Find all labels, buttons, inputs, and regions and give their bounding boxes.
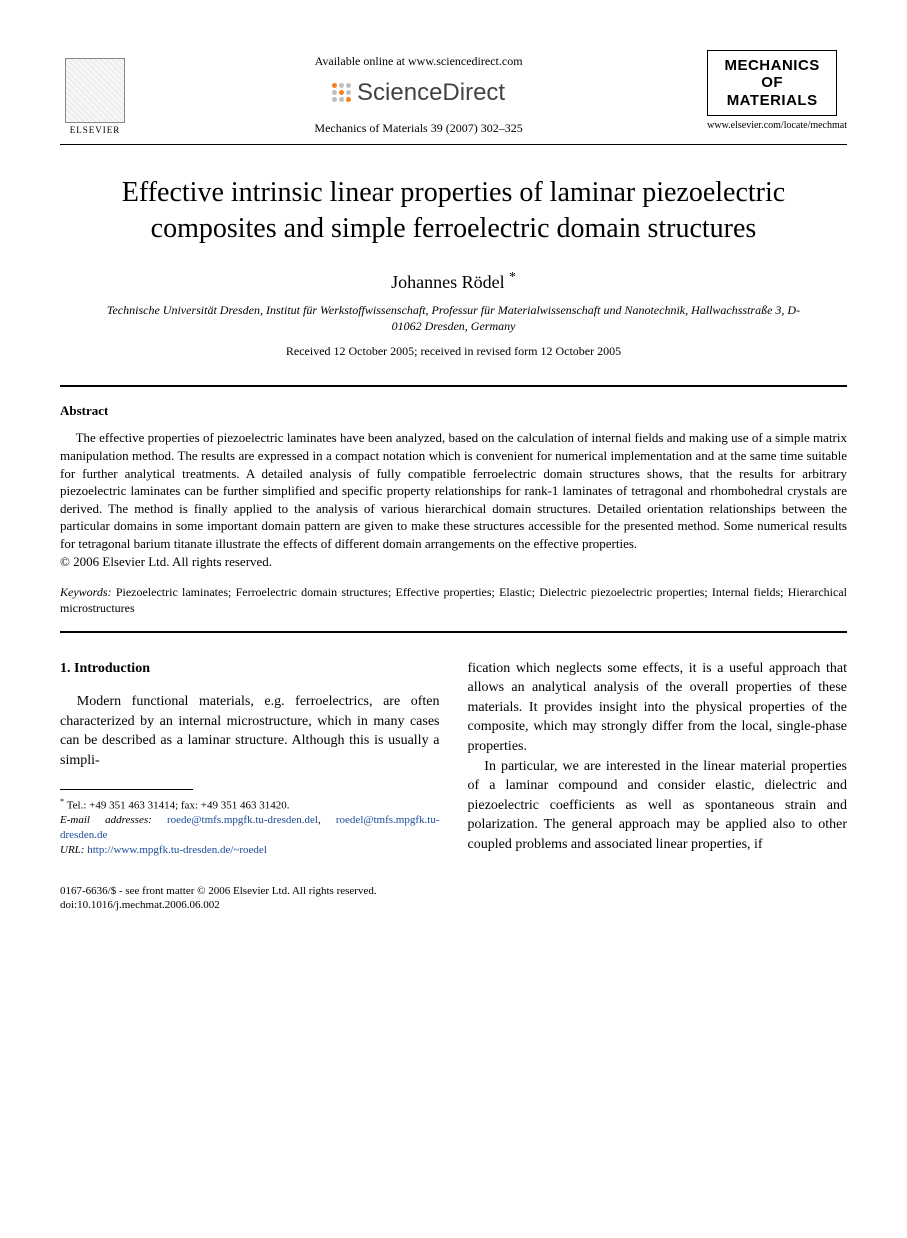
sciencedirect-logo: ScienceDirect bbox=[332, 79, 505, 107]
abstract-text: The effective properties of piezoelectri… bbox=[60, 429, 847, 552]
journal-title-line2: OF bbox=[712, 74, 832, 91]
abstract-top-rule bbox=[60, 385, 847, 387]
header-rule bbox=[60, 144, 847, 145]
author-name: Johannes Rödel bbox=[391, 272, 504, 292]
intro-para-right-1: fication which neglects some effects, it… bbox=[468, 659, 848, 757]
footnote-tel: * Tel.: +49 351 463 31414; fax: +49 351 … bbox=[60, 796, 440, 814]
available-online-text: Available online at www.sciencedirect.co… bbox=[130, 54, 707, 69]
page-footer: 0167-6636/$ - see front matter © 2006 El… bbox=[60, 884, 847, 913]
abstract-bottom-rule bbox=[60, 631, 847, 633]
author-marker: * bbox=[509, 269, 516, 284]
affiliation: Technische Universität Dresden, Institut… bbox=[100, 303, 807, 334]
article-title: Effective intrinsic linear properties of… bbox=[100, 175, 807, 248]
email-label: E-mail addresses: bbox=[60, 814, 152, 826]
intro-para-left: Modern functional materials, e.g. ferroe… bbox=[60, 692, 440, 770]
received-dates: Received 12 October 2005; received in re… bbox=[60, 344, 847, 359]
footnote-block: * Tel.: +49 351 463 31414; fax: +49 351 … bbox=[60, 796, 440, 858]
body-columns: 1. Introduction Modern functional materi… bbox=[60, 659, 847, 858]
page-header: ELSEVIER Available online at www.science… bbox=[60, 50, 847, 136]
intro-para-right-2: In particular, we are interested in the … bbox=[468, 757, 848, 855]
journal-title-line3: MATERIALS bbox=[712, 92, 832, 109]
journal-title-line1: MECHANICS bbox=[712, 57, 832, 74]
journal-url: www.elsevier.com/locate/mechmat bbox=[707, 120, 847, 131]
publisher-name: ELSEVIER bbox=[70, 125, 121, 135]
abstract-label: Abstract bbox=[60, 403, 847, 419]
footnote-url-line: URL: http://www.mpgfk.tu-dresden.de/~roe… bbox=[60, 843, 440, 858]
journal-cover-box: MECHANICS OF MATERIALS bbox=[707, 50, 837, 116]
elsevier-tree-icon bbox=[65, 58, 125, 123]
section-heading: 1. Introduction bbox=[60, 659, 440, 679]
elsevier-logo: ELSEVIER bbox=[60, 50, 130, 135]
footer-doi: doi:10.1016/j.mechmat.2006.06.002 bbox=[60, 898, 847, 912]
footnote-tel-text: Tel.: +49 351 463 31414; fax: +49 351 46… bbox=[67, 799, 290, 811]
keywords-block: Keywords: Piezoelectric laminates; Ferro… bbox=[60, 584, 847, 616]
right-column: fication which neglects some effects, it… bbox=[468, 659, 848, 858]
abstract-copyright: © 2006 Elsevier Ltd. All rights reserved… bbox=[60, 554, 847, 570]
sciencedirect-dots-icon bbox=[332, 83, 351, 102]
section-title: Introduction bbox=[74, 661, 150, 676]
citation-line: Mechanics of Materials 39 (2007) 302–325 bbox=[130, 121, 707, 136]
footnote-email-line: E-mail addresses: roede@tmfs.mpgfk.tu-dr… bbox=[60, 813, 440, 843]
keywords-label: Keywords: bbox=[60, 585, 112, 599]
author-line: Johannes Rödel * bbox=[60, 269, 847, 293]
footnote-rule bbox=[60, 789, 193, 790]
left-column: 1. Introduction Modern functional materi… bbox=[60, 659, 440, 858]
url-label: URL: bbox=[60, 844, 84, 856]
keywords-text: Piezoelectric laminates; Ferroelectric d… bbox=[60, 585, 847, 615]
sciencedirect-wordmark: ScienceDirect bbox=[357, 79, 505, 107]
center-header: Available online at www.sciencedirect.co… bbox=[130, 50, 707, 136]
footnote-marker: * bbox=[60, 797, 64, 806]
footer-front-matter: 0167-6636/$ - see front matter © 2006 El… bbox=[60, 884, 847, 898]
url-link[interactable]: http://www.mpgfk.tu-dresden.de/~roedel bbox=[87, 844, 267, 856]
journal-box-wrap: MECHANICS OF MATERIALS www.elsevier.com/… bbox=[707, 50, 847, 131]
section-number: 1. bbox=[60, 661, 71, 676]
email-link-1[interactable]: roede@tmfs.mpgfk.tu-dresden.del bbox=[167, 814, 318, 826]
